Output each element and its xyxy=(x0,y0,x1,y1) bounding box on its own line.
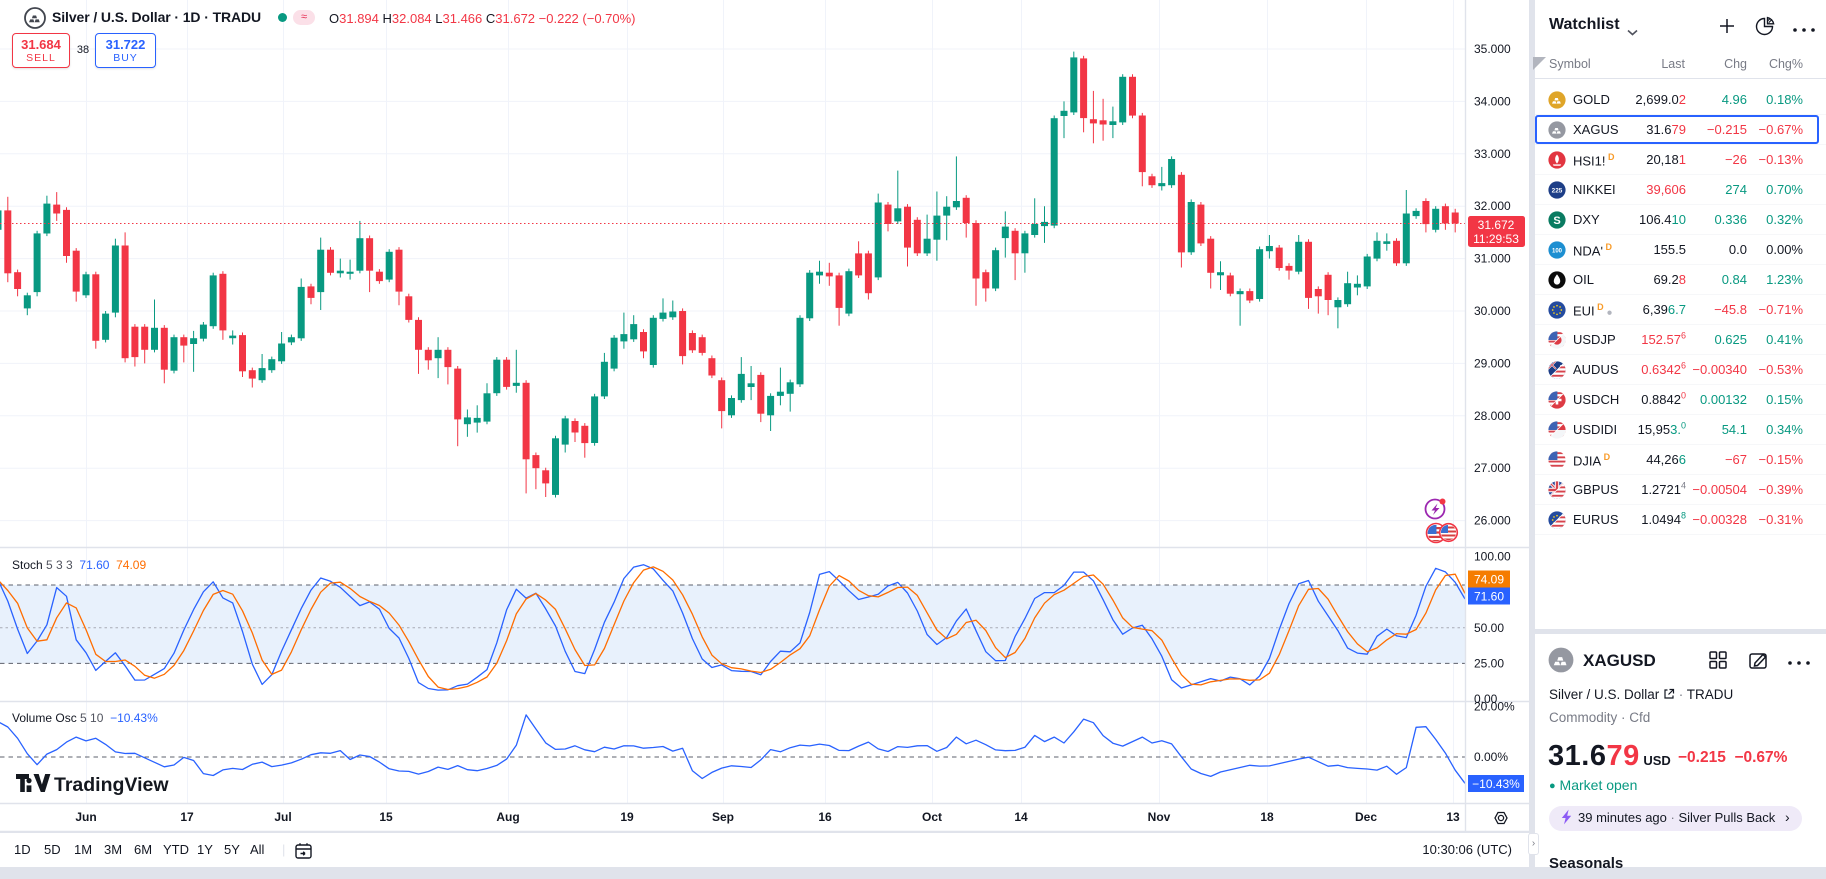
svg-text:28.000: 28.000 xyxy=(1474,409,1511,423)
svg-text:S: S xyxy=(1553,215,1560,227)
svg-text:30.000: 30.000 xyxy=(1474,304,1511,318)
svg-text:31.672: 31.672 xyxy=(1478,218,1515,232)
svg-text:74.09: 74.09 xyxy=(1474,573,1504,587)
svg-text:225: 225 xyxy=(1552,188,1563,195)
svg-text:25.00: 25.00 xyxy=(1474,656,1504,670)
svg-text:32.000: 32.000 xyxy=(1474,199,1511,213)
svg-text:71.60: 71.60 xyxy=(1474,590,1504,604)
svg-text:26.000: 26.000 xyxy=(1474,514,1511,528)
svg-text:−10.43%: −10.43% xyxy=(1472,777,1520,791)
svg-text:29.000: 29.000 xyxy=(1474,356,1511,370)
svg-text:35.000: 35.000 xyxy=(1474,42,1511,56)
svg-text:0.00%: 0.00% xyxy=(1474,750,1508,764)
svg-text:33.000: 33.000 xyxy=(1474,147,1511,161)
svg-text:31.000: 31.000 xyxy=(1474,252,1511,266)
svg-text:34.000: 34.000 xyxy=(1474,94,1511,108)
svg-text:11:29:53: 11:29:53 xyxy=(1473,232,1519,246)
svg-text:TradingView: TradingView xyxy=(54,774,169,796)
svg-text:100: 100 xyxy=(1552,248,1563,254)
svg-text:50.00: 50.00 xyxy=(1474,621,1504,635)
svg-text:0.00: 0.00 xyxy=(1474,692,1498,706)
svg-text:20.00%: 20.00% xyxy=(1474,700,1515,714)
svg-text:27.000: 27.000 xyxy=(1474,461,1511,475)
svg-text:100.00: 100.00 xyxy=(1474,550,1511,564)
